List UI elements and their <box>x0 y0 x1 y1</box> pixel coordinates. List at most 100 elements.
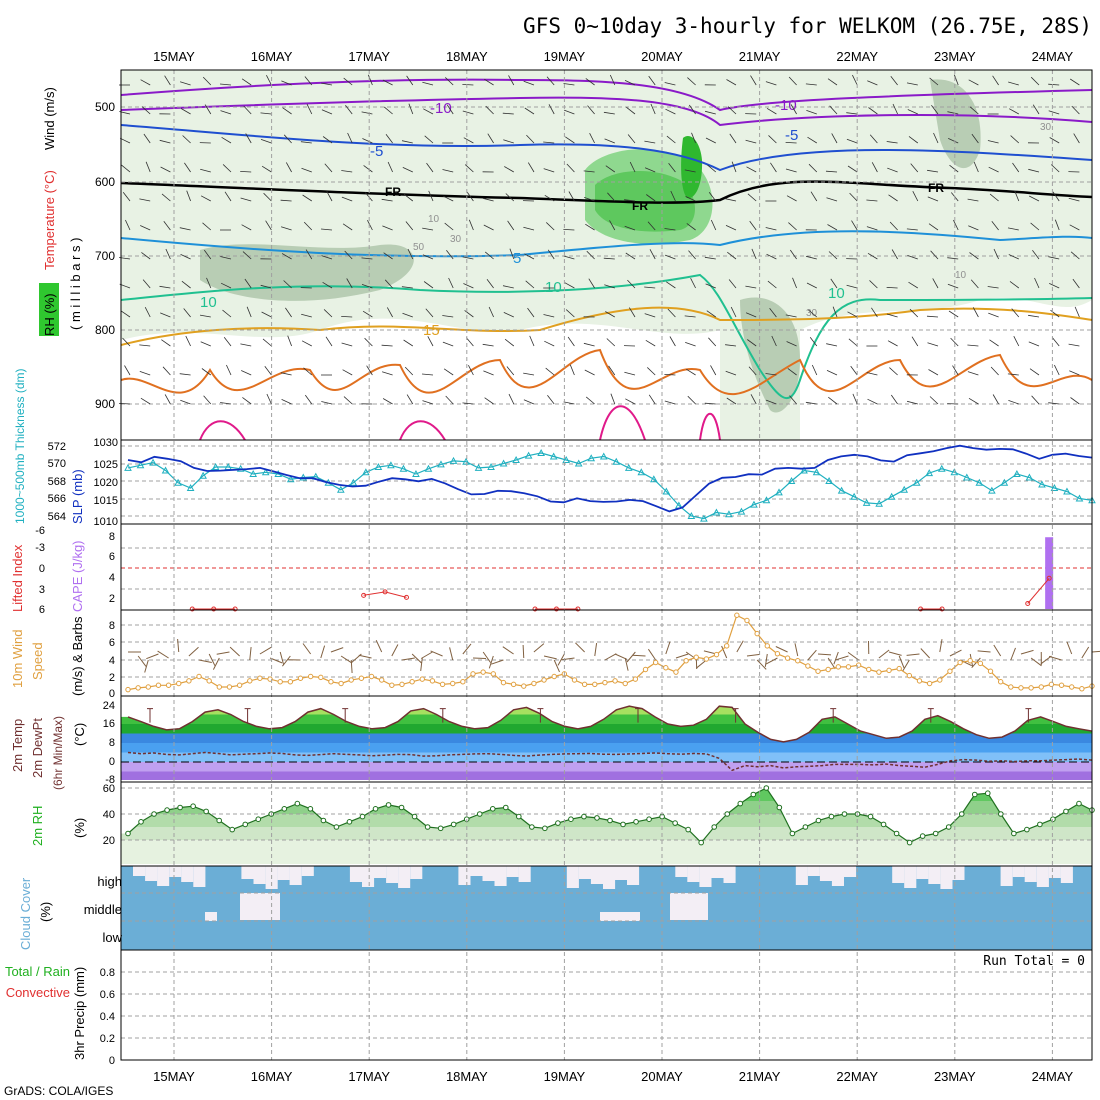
upper-wind-barb <box>644 167 656 173</box>
upper-wind-barb <box>384 279 393 289</box>
chart-title: GFS 0~10day 3-hourly for WELKOM (26.75E,… <box>523 14 1092 38</box>
cape-bar <box>1045 537 1054 609</box>
thickness-marker <box>762 496 771 504</box>
upper-wind-barb <box>325 336 333 347</box>
upper-wind-barb <box>969 252 979 260</box>
thickness-marker <box>925 469 934 477</box>
lifted-index-marker <box>189 606 195 612</box>
upper-wind-barb <box>142 279 151 289</box>
upper-wind-barb <box>786 341 797 347</box>
upper-wind-barb <box>381 198 393 202</box>
upper-wind-barb <box>406 394 414 405</box>
wind-barb <box>827 657 836 670</box>
cloud-clear-patch <box>374 866 387 878</box>
cape-tick-label: 6 <box>109 551 115 563</box>
cloud-clear-patch <box>268 893 280 920</box>
wind-barb <box>977 650 991 653</box>
upper-wind-barb <box>886 141 898 144</box>
temperature-tick-label: 24 <box>103 700 115 712</box>
upper-wind-barb <box>584 197 595 202</box>
upper-wind-barb <box>806 255 817 260</box>
upper-wind-barb <box>241 370 252 376</box>
upper-wind-barb <box>159 139 171 144</box>
upper-wind-barb <box>648 75 656 86</box>
precip-frame <box>120 949 1093 1061</box>
upper-wind-barbs <box>118 74 1080 405</box>
rh-marker <box>984 790 991 797</box>
upper-wind-barb <box>929 396 939 405</box>
wind-speed-marker <box>521 683 527 689</box>
cloud-level-label: low <box>102 930 122 945</box>
wind-speed-marker <box>1018 685 1024 691</box>
wind-speed-marker <box>977 660 984 667</box>
wind-barb <box>177 638 180 653</box>
cloud-clear-patch <box>410 866 423 879</box>
precipitation-panel: Run Total = 0 0.8 0.6 0.4 0.2 0 Total / … <box>5 954 1092 1067</box>
upper-wind-barb <box>664 254 676 260</box>
upper-wind-barb <box>1009 281 1020 289</box>
cloud-clear-patch <box>904 866 917 888</box>
upper-wind-barb <box>245 133 252 144</box>
upper-wind-barb <box>989 339 999 347</box>
upper-wind-barb <box>503 312 514 318</box>
upper-wind-barb <box>1071 105 1080 115</box>
upper-wind-barb <box>786 195 797 202</box>
upper-air-panel: -10 -10 -5 -5 FR FR FR 5 10 10 10 15 10 … <box>39 70 1092 440</box>
thickness-marker <box>875 499 884 507</box>
lifted-index-markers <box>189 575 1052 612</box>
cape-tick-label: 2 <box>109 593 115 605</box>
cloud-clear-patch <box>181 866 194 882</box>
upper-wind-barb <box>361 111 373 115</box>
upper-wind-barb <box>201 368 212 376</box>
cloud-clear-patch <box>1024 866 1037 882</box>
upper-wind-barb <box>828 396 838 405</box>
upper-wind-barb <box>302 194 313 202</box>
wind-speed-marker <box>206 678 212 684</box>
upper-wind-barb <box>747 339 757 347</box>
upper-wind-barb <box>1069 224 1080 231</box>
wind-barb <box>330 647 344 653</box>
wind-barb <box>1040 655 1052 665</box>
thickness-marker <box>599 452 608 460</box>
lifted-index-marker <box>1046 575 1052 581</box>
wind-barb <box>430 650 443 657</box>
upper-wind-barb <box>1054 219 1060 231</box>
thickness-marker <box>649 475 658 483</box>
thickness-marker <box>1013 469 1021 477</box>
cloud-clear-patch <box>670 893 708 920</box>
upper-wind-barb <box>868 107 878 115</box>
temperature-band <box>121 733 1092 743</box>
day-label-bottom: 16MAY <box>251 1069 293 1084</box>
thickness-marker <box>750 500 758 508</box>
upper-wind-barb <box>261 311 272 318</box>
cloud-clear-patch <box>603 866 616 889</box>
rh-marker <box>294 800 301 807</box>
upper-wind-barb <box>403 339 414 347</box>
upper-wind-barb <box>567 336 575 347</box>
thickness-marker <box>662 487 671 495</box>
wind-speed-marker <box>622 680 628 687</box>
upper-wind-barb <box>1068 197 1080 202</box>
upper-wind-barb <box>867 252 878 260</box>
slp-axis-label: SLP (mb) <box>70 469 85 524</box>
upper-wind-barb <box>972 307 979 318</box>
lifted-index-marker <box>403 594 409 600</box>
thickness-tick-label: 564 <box>48 511 66 523</box>
slp-tick-label: 1010 <box>94 516 118 528</box>
upper-wind-barb <box>223 337 232 347</box>
upper-wind-barb <box>444 222 454 231</box>
upper-wind-barb <box>283 134 292 144</box>
thickness-tick-label: 572 <box>48 441 66 453</box>
upper-wind-barb <box>260 284 272 289</box>
upper-wind-barb <box>806 110 817 115</box>
upper-wind-barb <box>1051 337 1060 347</box>
upper-wind-barb <box>445 77 454 86</box>
upper-wind-barb <box>832 306 838 318</box>
wind-barb <box>482 651 492 663</box>
upper-wind-barb <box>609 220 616 231</box>
wind-barb <box>533 643 545 653</box>
upper-wind-barb <box>1048 256 1060 260</box>
upper-wind-barb <box>826 343 838 347</box>
upper-wind-barb <box>184 162 191 173</box>
upper-wind-barb <box>731 161 737 173</box>
